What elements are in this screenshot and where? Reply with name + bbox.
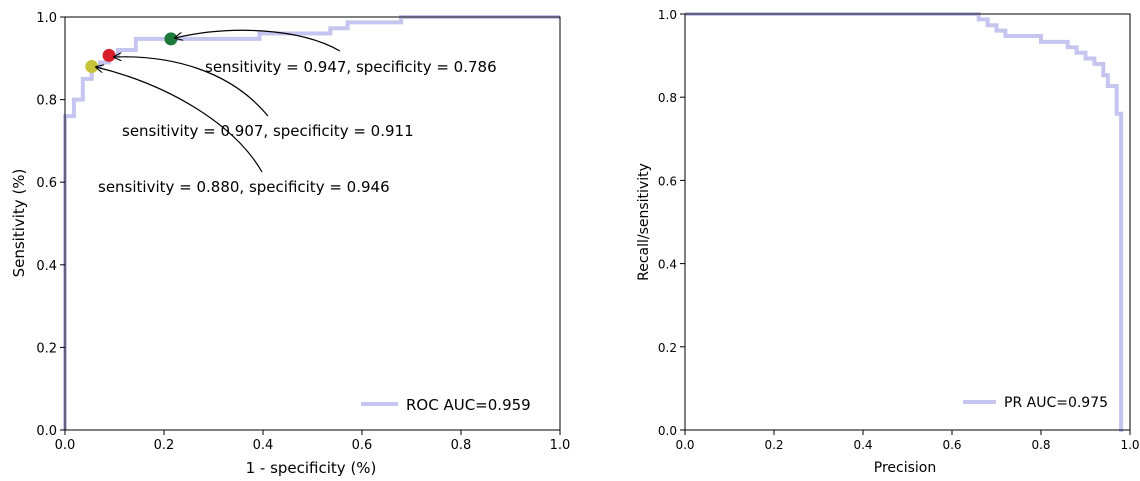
annotation-label-1: sensitivity = 0.947, specificity = 0.786: [205, 58, 497, 76]
roc-operating-point-2: [85, 60, 99, 74]
pr-y-tick-label-1: 0.2: [658, 341, 677, 355]
roc-y-tick-label-5: 1.0: [36, 11, 57, 26]
annotation-arrow-2: [114, 57, 269, 117]
roc-y-axis-label: Sensitivity (%): [10, 169, 28, 278]
pr-legend-label: PR AUC=0.975: [1004, 395, 1108, 411]
roc-y-tick-label-1: 0.2: [36, 341, 57, 356]
roc-y-tick-label-4: 0.8: [36, 94, 57, 109]
roc-x-tick-label-4: 0.8: [451, 438, 472, 453]
pr-y-axis-label: Recall/sensitivity: [636, 163, 652, 281]
roc-operating-point-1: [102, 48, 116, 62]
roc-y-tick-label-2: 0.4: [36, 259, 57, 274]
roc-x-tick-label-5: 1.0: [550, 438, 571, 453]
pr-x-tick-label-5: 1.0: [1120, 438, 1139, 452]
annotation-arrow-3: [96, 67, 263, 173]
pr-y-tick-label-5: 1.0: [658, 8, 677, 22]
pr-chart: 0.0 0.2 0.4 0.6 0.8 1.0 0.0 0.2 0.4 0.6 0.8 1.0 Pre…: [636, 8, 1140, 476]
roc-legend-label: ROC AUC=0.959: [406, 396, 531, 414]
roc-series-line-0: [63, 15, 560, 430]
pr-plot-area: 0.0 0.2 0.4 0.6 0.8 1.0 0.0 0.2 0.4 0.6 0.8 1.0: [658, 8, 1140, 452]
roc-x-tick-label-2: 0.4: [253, 438, 274, 453]
roc-legend: ROC AUC=0.959: [361, 396, 531, 414]
roc-annotations: sensitivity = 0.947, specificity = 0.786…: [96, 29, 497, 196]
roc-x-axis-label: 1 - specificity (%): [246, 459, 377, 477]
pr-y-tick-label-3: 0.6: [658, 174, 677, 188]
pr-y-tick-label-2: 0.4: [658, 258, 677, 272]
roc-y-tick-label-0: 0.0: [36, 424, 57, 439]
roc-x-tick-label-1: 0.2: [154, 438, 175, 453]
roc-x-tick-label-0: 0.0: [55, 438, 76, 453]
pr-x-tick-label-3: 0.6: [942, 438, 961, 452]
pr-series-line-0: [685, 12, 1124, 432]
roc-plot-area: 0.0 0.2 0.4 0.6 0.8 1.0 0.0 0.2 0.4 0.6 0.8 1.0: [36, 11, 570, 453]
roc-axes-frame: [64, 16, 561, 431]
roc-y-tick-label-3: 0.6: [36, 176, 57, 191]
annotation-arrow-1: [175, 29, 341, 52]
pr-axes-frame: [684, 13, 1131, 431]
pr-y-tick-label-0: 0.0: [658, 424, 677, 438]
annotation-label-2: sensitivity = 0.907, specificity = 0.911: [122, 122, 414, 140]
pr-y-tick-label-4: 0.8: [658, 91, 677, 105]
pr-legend: PR AUC=0.975: [963, 395, 1108, 411]
pr-x-tick-label-0: 0.0: [675, 438, 694, 452]
roc-operating-point-0: [164, 32, 178, 46]
pr-x-tick-label-4: 0.8: [1031, 438, 1050, 452]
roc-chart: 0.0 0.2 0.4 0.6 0.8 1.0 0.0 0.2 0.4 0.6 0.8 1.0 1 -…: [10, 11, 570, 477]
pr-x-tick-label-1: 0.2: [764, 438, 783, 452]
roc-x-tick-label-3: 0.6: [352, 438, 373, 453]
annotation-label-3: sensitivity = 0.880, specificity = 0.946: [98, 178, 390, 196]
pr-x-tick-label-2: 0.4: [853, 438, 872, 452]
pr-x-axis-label: Precision: [874, 460, 936, 476]
